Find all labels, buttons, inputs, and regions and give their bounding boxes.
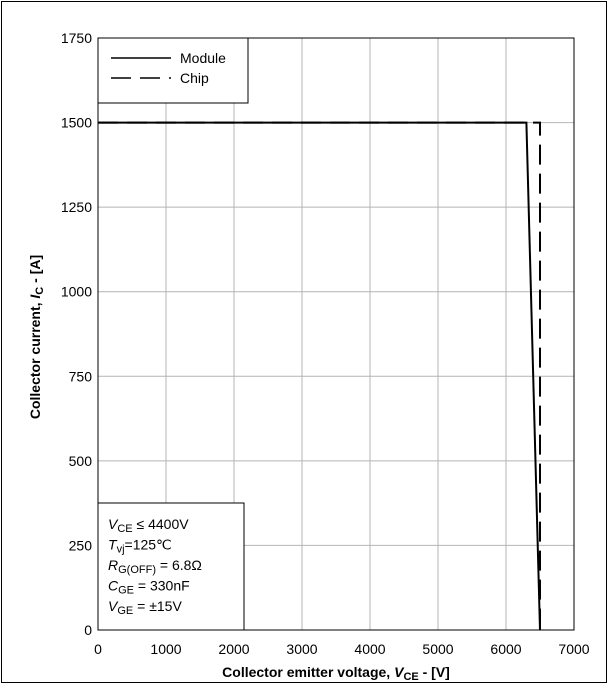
y-tick-label-1: 250	[69, 537, 93, 553]
series-line-chip	[98, 121, 541, 630]
condition-line-3: CGE = 330nF	[108, 578, 190, 597]
series-lines	[98, 121, 541, 631]
conditions-box-border	[97, 502, 245, 631]
legend: Module Chip	[97, 37, 249, 104]
y-tick-label-2: 500	[69, 453, 93, 469]
conditions-box: VCE ≤ 4400V Tvj=125℃RG(OFF) = 6.8Ω CGE = 3…	[97, 502, 245, 631]
y-tick-label-5: 1250	[61, 199, 92, 215]
legend-box	[97, 37, 249, 104]
legend-label-module: Module	[180, 50, 226, 66]
plot-area-border	[97, 37, 575, 631]
series-line-module	[98, 121, 541, 631]
y-tick-label-6: 1500	[61, 115, 92, 131]
x-axis-tick-labels: 0 1000 2000 3000 4000 5000 6000 7000	[94, 641, 590, 657]
condition-line-1: Tvj=125℃	[108, 537, 172, 556]
x-axis-title: Collector emitter voltage, VCE - [V]	[222, 664, 450, 683]
y-tick-label-4: 1000	[61, 284, 92, 300]
x-tick-label-3: 3000	[286, 641, 317, 657]
condition-line-4: VGE = ±15V	[108, 598, 182, 617]
condition-line-0: VCE ≤ 4400V	[108, 516, 189, 535]
legend-label-chip: Chip	[180, 70, 209, 86]
x-tick-label-1: 1000	[150, 641, 181, 657]
x-tick-label-4: 4000	[354, 641, 385, 657]
condition-line-2: RG(OFF) = 6.8Ω	[108, 557, 202, 576]
y-tick-label-7: 1750	[61, 30, 92, 46]
y-axis-title: Collector current, IC - [A]	[27, 255, 46, 419]
y-axis-tick-labels: 0 250 500 750 1000 1250 1500 1750	[61, 30, 92, 638]
y-tick-label-3: 750	[69, 368, 93, 384]
x-tick-label-5: 5000	[422, 641, 453, 657]
x-tick-label-7: 7000	[558, 641, 589, 657]
x-tick-label-6: 6000	[490, 641, 521, 657]
y-tick-label-0: 0	[84, 622, 92, 638]
x-tick-label-0: 0	[94, 641, 102, 657]
x-tick-label-2: 2000	[218, 641, 249, 657]
